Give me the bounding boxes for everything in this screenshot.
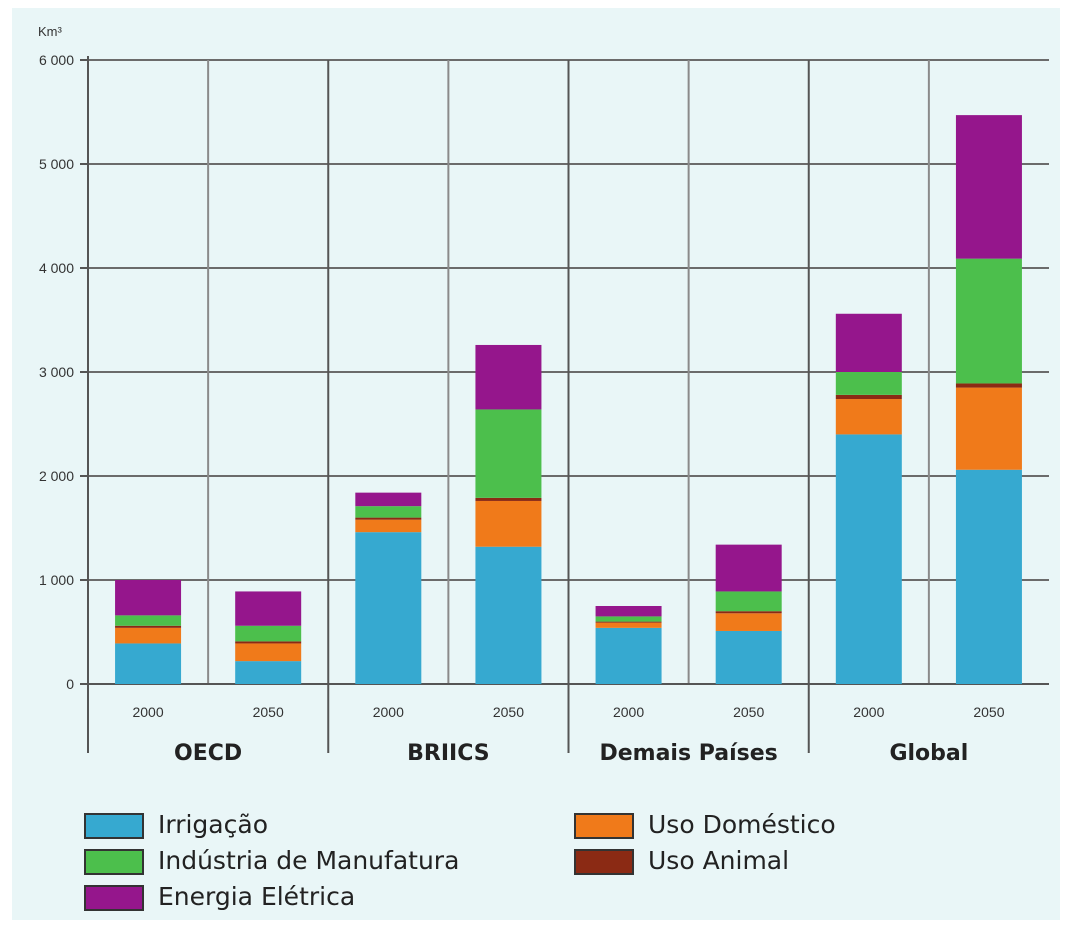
x-tick-label: 2000: [132, 704, 163, 720]
chart-panel: 0 1 000 2 000 3 000 4 000 5 000 6 000 Km³ 2000 20…: [12, 8, 1060, 920]
x-tick-label: 2050: [253, 704, 284, 720]
bar-segment: [835, 434, 902, 684]
y-tick-label: 3 000: [39, 364, 74, 380]
bar-segment: [355, 492, 422, 507]
legend-swatch-industria: [84, 849, 144, 875]
bar-segment: [475, 409, 542, 498]
bar-segment: [955, 258, 1022, 384]
bar-segment: [835, 394, 902, 400]
bar-segment: [595, 627, 662, 684]
stacked-bar-chart: 0 1 000 2 000 3 000 4 000 5 000 6 000 Km³ 2000 20…: [38, 24, 1049, 766]
group-label: Demais Países: [599, 741, 777, 766]
bar-segment: [595, 616, 662, 622]
bar-segment: [115, 625, 182, 628]
y-tick-label: 1 000: [39, 572, 74, 588]
bar-segment: [235, 641, 302, 644]
x-tick-label: 2050: [493, 704, 524, 720]
bar-segment: [475, 546, 542, 684]
bar-segment: [715, 613, 782, 631]
bar-segment: [955, 387, 1022, 470]
bar-segment: [235, 625, 302, 642]
y-tick-label: 5 000: [39, 156, 74, 172]
group-label: BRIICS: [407, 741, 489, 766]
bar-segment: [595, 621, 662, 623]
bar-segment: [235, 643, 302, 662]
group-label: Global: [889, 741, 968, 766]
y-tick-label: 0: [66, 676, 74, 692]
bar-segment: [835, 399, 902, 435]
bar-segment: [715, 611, 782, 614]
legend-label-uso-animal: Uso Animal: [648, 846, 790, 875]
y-axis-unit-label: Km³: [38, 24, 63, 39]
bar-segment: [235, 591, 302, 626]
x-tick-label: 2000: [373, 704, 404, 720]
group-label: OECD: [174, 741, 242, 766]
bar-segment: [115, 580, 182, 616]
legend-label-energia: Energia Elétrica: [158, 882, 356, 911]
bar-segment: [715, 591, 782, 612]
bar-segment: [355, 517, 422, 520]
bar-segment: [355, 519, 422, 533]
bar-segment: [355, 506, 422, 518]
bar-segment: [955, 115, 1022, 259]
bar-segment: [235, 661, 302, 684]
bar-segment: [355, 532, 422, 684]
x-tick-label: 2050: [733, 704, 764, 720]
bar-segment: [835, 372, 902, 395]
legend-swatch-uso-animal: [574, 849, 634, 875]
legend-label-uso-domestico: Uso Doméstico: [648, 810, 836, 839]
y-tick-label: 2 000: [39, 468, 74, 484]
bar-segment: [715, 630, 782, 684]
bar-segment: [115, 643, 182, 684]
legend-swatch-uso-domestico: [574, 813, 634, 839]
bar-segment: [595, 622, 662, 628]
x-tick-label: 2000: [613, 704, 644, 720]
x-tick-label: 2000: [853, 704, 884, 720]
bar-segment: [715, 544, 782, 592]
legend-swatch-irrigacao: [84, 813, 144, 839]
bar-segment: [475, 344, 542, 410]
bar-segment: [115, 627, 182, 644]
bar-segment: [835, 313, 902, 372]
bar-segment: [595, 606, 662, 617]
y-tick-label: 6 000: [39, 52, 74, 68]
bar-segment: [955, 469, 1022, 684]
legend-label-irrigacao: Irrigação: [158, 810, 268, 839]
x-tick-label: 2050: [973, 704, 1004, 720]
bar-segment: [115, 615, 182, 626]
bar-segment: [475, 500, 542, 547]
legend-label-industria: Indústria de Manufatura: [158, 846, 460, 875]
bar-segment: [955, 383, 1022, 388]
legend-swatch-energia: [84, 885, 144, 911]
bar-segment: [475, 497, 542, 501]
y-tick-label: 4 000: [39, 260, 74, 276]
